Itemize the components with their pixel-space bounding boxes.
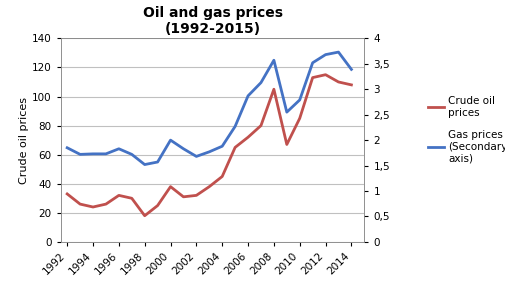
Legend: Crude oil
prices, Gas prices
(Secondary
axis): Crude oil prices, Gas prices (Secondary …	[423, 92, 505, 168]
Y-axis label: Crude oil prices: Crude oil prices	[19, 97, 29, 183]
Title: Oil and gas prices
(1992-2015): Oil and gas prices (1992-2015)	[142, 6, 282, 36]
